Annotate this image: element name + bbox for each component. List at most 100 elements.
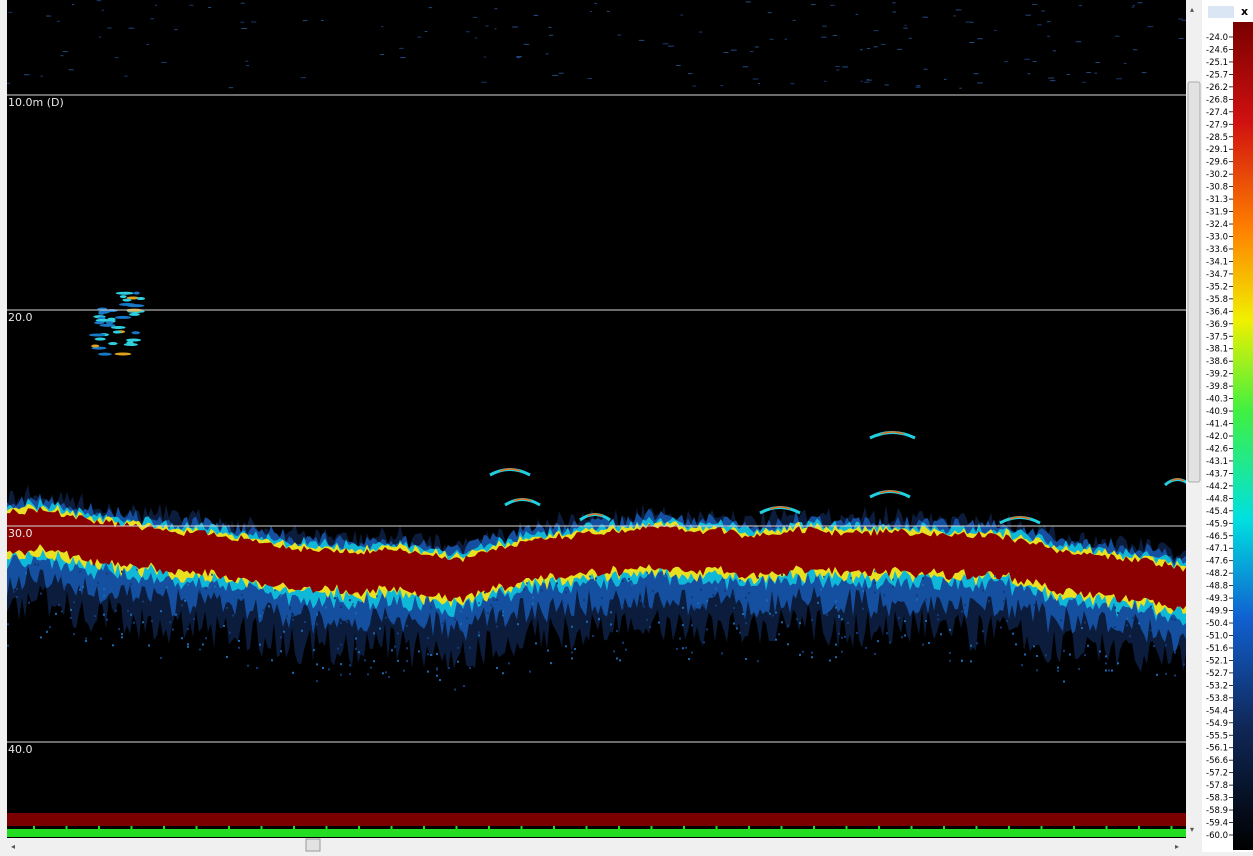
fish-school [95, 338, 106, 341]
seabed-speckle [496, 626, 498, 628]
ping-tick [748, 826, 750, 830]
seabed-speckle [280, 636, 282, 638]
seabed-speckle [745, 658, 747, 660]
seabed-speckle [541, 589, 543, 591]
seabed-speckle [181, 604, 183, 606]
seabed-speckle [280, 595, 282, 597]
seabed-speckle [205, 637, 207, 639]
surface-speckle [548, 27, 551, 28]
seabed-speckle [928, 642, 930, 644]
seabed-speckle [214, 585, 216, 587]
seabed-speckle [1033, 604, 1035, 606]
scale-label: -42.6 [1206, 444, 1228, 454]
ping-tick [488, 826, 490, 830]
ping-tick [423, 826, 425, 830]
seabed-speckle [892, 586, 894, 588]
seabed-speckle [313, 626, 315, 628]
seabed-speckle [193, 618, 195, 620]
seabed-speckle [160, 610, 162, 612]
seabed-speckle [994, 575, 996, 577]
scale-label: -31.3 [1206, 195, 1228, 205]
seabed-speckle [949, 629, 951, 631]
surface-speckle [676, 65, 681, 66]
scale-label: -25.1 [1206, 58, 1228, 68]
horizontal-scroll-thumb[interactable] [306, 839, 320, 851]
horizontal-scrollbar[interactable] [0, 838, 1186, 852]
seabed-speckle [733, 593, 735, 595]
seabed-speckle [694, 607, 696, 609]
scale-label: -33.6 [1206, 245, 1228, 255]
seabed-speckle [1000, 627, 1002, 629]
scroll-right-arrow[interactable]: ▸ [1175, 842, 1179, 851]
seabed-speckle [121, 636, 123, 638]
scale-label: -33.0 [1206, 233, 1228, 243]
seabed-speckle [373, 660, 375, 662]
seabed-speckle [316, 680, 318, 682]
seabed-speckle [1183, 663, 1185, 665]
seabed-speckle [418, 650, 420, 652]
surface-speckle [663, 43, 669, 44]
fish-school [132, 331, 140, 334]
close-button[interactable]: x [1241, 5, 1248, 18]
scale-label: -57.2 [1206, 769, 1228, 779]
seabed-speckle [841, 637, 843, 639]
surface-speckle [1037, 24, 1042, 25]
seabed-speckle [1114, 607, 1116, 609]
seabed-speckle [325, 606, 327, 608]
surface-speckle [873, 46, 877, 47]
seabed-speckle [262, 609, 264, 611]
surface-speckle [60, 55, 63, 56]
scroll-up-arrow[interactable]: ▴ [1190, 5, 1194, 14]
surface-speckle [1004, 61, 1008, 62]
surface-speckle [1032, 4, 1037, 5]
surface-speckle [69, 69, 74, 70]
seabed-speckle [1006, 620, 1008, 622]
surface-speckle [494, 28, 496, 29]
depth-label: 30.0 [8, 527, 33, 540]
seabed-speckle [970, 660, 972, 662]
seabed-speckle [13, 591, 15, 593]
seabed-speckle [34, 563, 36, 565]
surface-speckle [1076, 41, 1081, 42]
seabed-speckle [616, 657, 618, 659]
scale-label: -24.0 [1206, 33, 1228, 43]
surface-speckle [639, 40, 644, 41]
surface-speckle [835, 66, 839, 67]
vertical-scroll-thumb[interactable] [1188, 82, 1200, 482]
surface-speckle [1133, 5, 1135, 6]
surface-speckle [129, 28, 134, 29]
ping-tick [1008, 826, 1010, 830]
scale-label: -36.9 [1206, 320, 1228, 330]
seabed-speckle [316, 623, 318, 625]
seabed-speckle [937, 614, 939, 616]
seabed-speckle [622, 580, 624, 582]
seabed-speckle [982, 589, 984, 591]
seabed-speckle [748, 592, 750, 594]
ping-tick [781, 826, 783, 830]
scale-label: -58.9 [1206, 806, 1228, 816]
surface-speckle [916, 87, 921, 88]
surface-speckle [822, 26, 827, 27]
seabed-speckle [586, 621, 588, 623]
seabed-speckle [781, 574, 783, 576]
scroll-down-arrow[interactable]: ▾ [1190, 825, 1194, 834]
seabed-speckle [82, 586, 84, 588]
seabed-speckle [496, 667, 498, 669]
seabed-speckle [772, 615, 774, 617]
surface-speckle [97, 0, 101, 1]
scale-label: -45.4 [1206, 507, 1228, 517]
surface-speckle [63, 51, 68, 52]
scroll-left-arrow[interactable]: ◂ [11, 842, 15, 851]
surface-speckle [1138, 2, 1143, 3]
seabed-speckle [28, 602, 30, 604]
seabed-speckle [202, 643, 204, 645]
seabed-speckle [736, 627, 738, 629]
surface-speckle [546, 53, 549, 54]
seabed-speckle [226, 607, 228, 609]
ping-tick [131, 826, 133, 830]
seabed-speckle [85, 640, 87, 642]
seabed-speckle [1015, 643, 1017, 645]
seabed-speckle [340, 674, 342, 676]
seabed-speckle [820, 589, 822, 591]
seabed-speckle [349, 664, 351, 666]
